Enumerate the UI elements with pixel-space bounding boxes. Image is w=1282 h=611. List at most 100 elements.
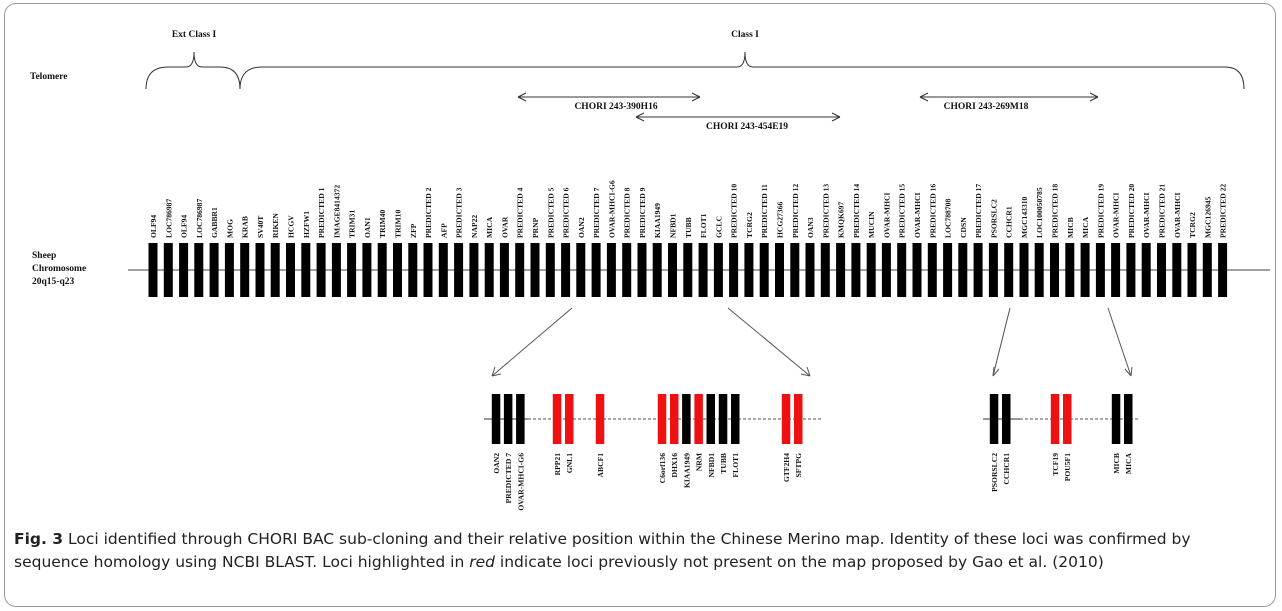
locus-bar <box>836 243 846 297</box>
locus-bar <box>530 243 540 297</box>
locus-bar <box>668 243 677 297</box>
locus-label: TRIM40 <box>378 210 387 238</box>
locus-bar <box>820 243 830 297</box>
locus-label: ZFP <box>409 223 418 238</box>
novel-locus-bar <box>552 394 562 444</box>
locus-label: NFBD1 <box>669 213 678 238</box>
caption-text-2: indicate loci previously not present on … <box>495 553 1104 571</box>
novel-locus-bar <box>595 394 605 444</box>
locus-label: MICA <box>485 216 494 238</box>
locus-bar <box>973 243 983 297</box>
locus-label: PREDICTED 16 <box>928 184 937 238</box>
locus-bar <box>1218 243 1228 297</box>
locus-bar <box>240 243 250 297</box>
locus-bar <box>1141 243 1151 297</box>
locus-label: OAN1 <box>363 217 372 238</box>
locus-bar <box>1126 243 1136 297</box>
locus-bar <box>469 243 479 297</box>
locus-bar <box>515 243 525 297</box>
locus-bar <box>866 243 876 297</box>
locus-bar <box>1095 243 1105 297</box>
subclone-locus-label: GNL1 <box>565 453 574 473</box>
subclone-locus-label: SFTPG <box>794 453 803 478</box>
arrow-line <box>1107 307 1132 377</box>
locus-label: KMQK697 <box>837 202 846 238</box>
subclone-locus-label: PSORSLC2 <box>990 453 999 492</box>
novel-locus-bar <box>781 394 791 444</box>
telomere-label: Telomere <box>30 72 67 82</box>
known-locus-bar <box>989 394 999 444</box>
locus-label: MUCIN <box>867 211 876 238</box>
locus-bar <box>698 243 708 297</box>
locus-label: OAN2 <box>577 217 586 238</box>
chromosome-label-line: 20q15-q23 <box>32 277 74 287</box>
locus-bar <box>499 243 509 297</box>
locus-label: MGC126945 <box>1203 196 1212 238</box>
locus-bar <box>224 243 234 297</box>
locus-label: MGC143310 <box>1020 196 1029 238</box>
locus-label: LOC788708 <box>944 199 953 238</box>
locus-label: HZFW1 <box>302 211 311 238</box>
locus-bar <box>1172 243 1182 297</box>
subclone-locus-label: PREDICTED 7 <box>504 453 513 504</box>
locus-bar <box>1019 243 1029 297</box>
novel-locus-bar <box>1050 394 1060 444</box>
locus-bar <box>1111 243 1121 297</box>
locus-bar <box>301 243 311 297</box>
subclone-locus-label: KIAA1949 <box>682 453 691 488</box>
locus-bar <box>148 243 158 297</box>
locus-bar <box>377 243 387 297</box>
subclone-locus-label: MICA <box>1124 452 1133 474</box>
locus-label: TRIM10 <box>394 210 403 238</box>
chromosome-label: Sheep Chromosome 20q15-q23 <box>32 251 89 287</box>
subclone-loci: OAN2 PREDICTED 7 OVAR-MHCI-G6 RPP21 GNL1 ABCF… <box>491 394 1133 511</box>
subclone-locus-label: POU5F1 <box>1063 453 1072 481</box>
locus-bar <box>1202 243 1212 297</box>
arrow-line <box>491 307 573 377</box>
locus-label: IMAGE8414372 <box>332 185 341 238</box>
novel-locus-bar <box>794 394 803 444</box>
locus-bar <box>454 243 464 297</box>
subclone-locus-label: TCF19 <box>1051 453 1060 476</box>
locus-label: PREDICTED 9 <box>638 187 647 238</box>
arrow-head <box>1124 366 1133 377</box>
locus-bar <box>606 243 616 297</box>
chromosome-label-line: Sheep <box>32 251 56 261</box>
locus-label: GCLC <box>714 216 723 238</box>
locus-bar <box>1157 243 1166 297</box>
locus-bar <box>790 243 800 297</box>
locus-bar <box>881 243 891 297</box>
locus-bar <box>194 243 204 297</box>
locus-label: OVAR-MHCI <box>1173 193 1182 238</box>
locus-label: LOC100050785 <box>1035 187 1044 238</box>
locus-label: PREDICTED 10 <box>730 184 739 238</box>
locus-bar <box>179 243 189 297</box>
locus-label: OVAR-MHCI <box>882 193 891 238</box>
locus-label: PREDICTED 20 <box>1127 184 1136 238</box>
locus-bar <box>347 243 357 297</box>
locus-label: MICB <box>1066 217 1075 238</box>
known-locus-bar <box>682 394 691 444</box>
subclone-locus-label: NRM <box>695 453 704 471</box>
bac-454E19: CHORI 243-454E19 <box>635 112 841 132</box>
locus-label: PREDICTED 6 <box>562 187 571 238</box>
locus-bar <box>484 243 494 297</box>
subclone-locus-label: DHX16 <box>670 453 679 478</box>
locus-label: PREDICTED 11 <box>760 184 769 238</box>
locus-bar <box>1050 243 1059 297</box>
locus-label: PREDICTED 5 <box>546 187 555 238</box>
locus-bar <box>316 243 326 297</box>
known-locus-bar <box>1002 394 1011 444</box>
locus-label: LOC786987 <box>164 199 173 238</box>
bac-390H16-label: CHORI 243-390H16 <box>574 102 657 112</box>
locus-bar <box>1004 243 1014 297</box>
locus-label: PREDICTED 13 <box>821 184 830 238</box>
figure-frame <box>4 3 1276 607</box>
locus-label: GABBR1 <box>210 207 219 238</box>
locus-label: TCRG2 <box>1188 212 1197 238</box>
locus-bar <box>729 243 739 297</box>
locus-label: TCRG2 <box>745 212 754 238</box>
chromosome-label-line: Chromosome <box>32 264 86 274</box>
caption-text-1: Loci identified through CHORI BAC sub-cl… <box>14 530 1191 571</box>
known-locus-bar <box>1124 394 1133 444</box>
